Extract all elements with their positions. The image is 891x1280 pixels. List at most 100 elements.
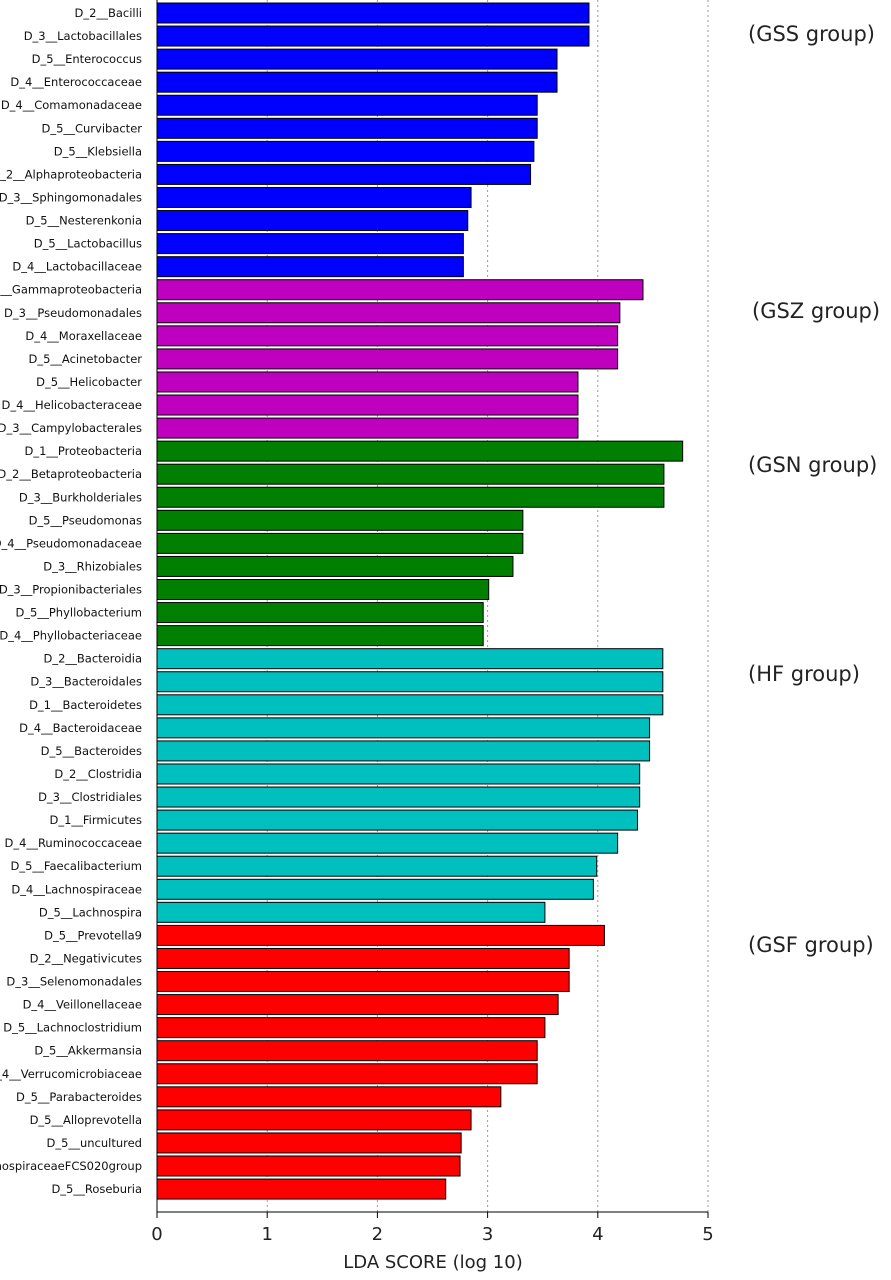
category-label: D_5__Bacteroides — [41, 744, 142, 758]
bar — [156, 971, 570, 993]
category-label: D_1__Proteobacteria — [24, 444, 142, 458]
bar — [156, 71, 558, 93]
bar — [156, 532, 524, 554]
category-label: D_5__LachnospiraceaeFCS020group — [0, 1159, 142, 1173]
bar — [156, 786, 641, 808]
x-tick-label: 1 — [261, 1224, 272, 1245]
x-tick-label: 3 — [482, 1224, 493, 1245]
x-tick-label: 4 — [592, 1224, 603, 1245]
category-label: D_3__Pseudomonadales — [4, 306, 142, 320]
category-label: D_4__Helicobacteraceae — [2, 398, 142, 412]
bar — [156, 140, 535, 162]
category-label: D_1__Firmicutes — [49, 813, 142, 827]
category-label: D_3__Burkholderiales — [19, 490, 142, 504]
category-label: D_5__Enterococcus — [32, 52, 142, 66]
bar — [156, 555, 514, 577]
bar — [156, 279, 644, 301]
category-label: D_4__Bacteroidaceae — [19, 721, 142, 735]
category-label: D_5__Curvibacter — [42, 121, 143, 135]
category-label: D_5__Akkermansia — [34, 1044, 142, 1058]
bar — [156, 210, 469, 232]
bar — [156, 1063, 538, 1085]
category-label: D_5__Phyllobacterium — [15, 606, 142, 620]
bar — [156, 417, 579, 439]
category-label: D_5__Parabacteroides — [16, 1090, 142, 1104]
category-label: D_5__Alloprevotella — [30, 1113, 142, 1127]
category-label: D_5__Helicobacter — [36, 375, 142, 389]
bar — [156, 740, 651, 762]
category-label: D_2__Negativicutes — [30, 951, 142, 965]
category-label: D_2__Gammaproteobacteria — [0, 283, 142, 297]
bar — [156, 717, 651, 739]
bar — [156, 25, 590, 47]
category-label: D_3__Campylobacterales — [0, 421, 142, 435]
bar — [156, 348, 619, 370]
category-label: D_3__Bacteroidales — [30, 675, 142, 689]
bar — [156, 763, 641, 785]
bars — [156, 2, 684, 1200]
category-label: D_3__Rhizobiales — [43, 559, 142, 573]
bar — [156, 371, 579, 393]
bar — [156, 1040, 538, 1062]
bar — [156, 1178, 447, 1200]
category-label: D_4__Ruminococcaceae — [5, 836, 142, 850]
category-label: D_4__Enterococcaceae — [10, 75, 142, 89]
category-label: D_5__Faecalibacterium — [10, 859, 142, 873]
bar — [156, 486, 665, 508]
category-label: D_3__Lactobacillales — [24, 29, 142, 43]
category-label: D_2__Betaproteobacteria — [0, 467, 142, 481]
x-tick-label: 2 — [372, 1224, 383, 1245]
bar — [156, 994, 559, 1016]
bar — [156, 186, 472, 208]
bar — [156, 440, 684, 462]
group-label: (GSS group) — [748, 22, 875, 46]
bar — [156, 579, 490, 600]
category-label: D_4__Lachnospiraceae — [11, 882, 142, 896]
category-label: D_5__Lachnospira — [39, 905, 142, 919]
bar — [156, 1086, 502, 1108]
category-label: D_3__Propionibacteriales — [0, 583, 142, 597]
bar — [156, 1132, 462, 1154]
bar — [156, 1155, 461, 1177]
category-label: D_5__Lachnoclostridium — [3, 1021, 142, 1035]
bar — [156, 694, 664, 716]
category-label: D_5__Nesterenkonia — [26, 214, 142, 228]
category-label: D_5__Roseburia — [51, 1182, 142, 1196]
x-tick-label: 5 — [702, 1224, 713, 1245]
group-label: (GSN group) — [748, 453, 878, 477]
bar — [156, 117, 538, 139]
x-tick-label: 0 — [151, 1224, 162, 1245]
bar — [156, 832, 619, 854]
category-label: D_4__Lactobacillaceae — [12, 260, 142, 274]
x-axis: LDA SCORE (log 10) 0 1 2 3 4 5 — [151, 0, 714, 1273]
category-label: D_2__Alphaproteobacteria — [0, 167, 142, 181]
bar — [156, 394, 579, 416]
category-label: D_1__Bacteroidetes — [29, 698, 142, 712]
category-label: D_3__Selenomonadales — [6, 975, 142, 989]
bar — [156, 855, 598, 877]
bar — [156, 233, 464, 255]
bar — [156, 302, 621, 324]
category-label: D_2__Clostridia — [54, 767, 142, 781]
bar — [156, 809, 638, 831]
bar — [156, 2, 590, 24]
category-label: D_4__Pseudomonadaceae — [0, 536, 142, 550]
category-label: D_5__Acinetobacter — [29, 352, 143, 366]
bar — [156, 924, 605, 946]
category-label: D_4__Comamonadaceae — [1, 98, 142, 112]
category-labels: D_2__Bacilli D_3__Lactobacillales D_5__Ent… — [0, 6, 142, 1196]
category-label: D_3__Clostridiales — [38, 790, 142, 804]
bar — [156, 625, 484, 647]
x-axis-label: LDA SCORE (log 10) — [343, 1252, 522, 1273]
category-label: D_5__Prevotella9 — [44, 928, 142, 942]
bar — [156, 163, 532, 185]
bar — [156, 463, 665, 485]
bar — [156, 325, 619, 347]
group-label: (GSZ group) — [752, 299, 881, 323]
category-label: D_5__Klebsiella — [54, 144, 142, 158]
bar — [156, 48, 558, 70]
category-label: D_4__Verrucomicrobiaceae — [0, 1067, 142, 1081]
category-label: D_3__Sphingomonadales — [0, 190, 142, 204]
bar — [156, 947, 570, 969]
bar — [156, 1017, 546, 1039]
